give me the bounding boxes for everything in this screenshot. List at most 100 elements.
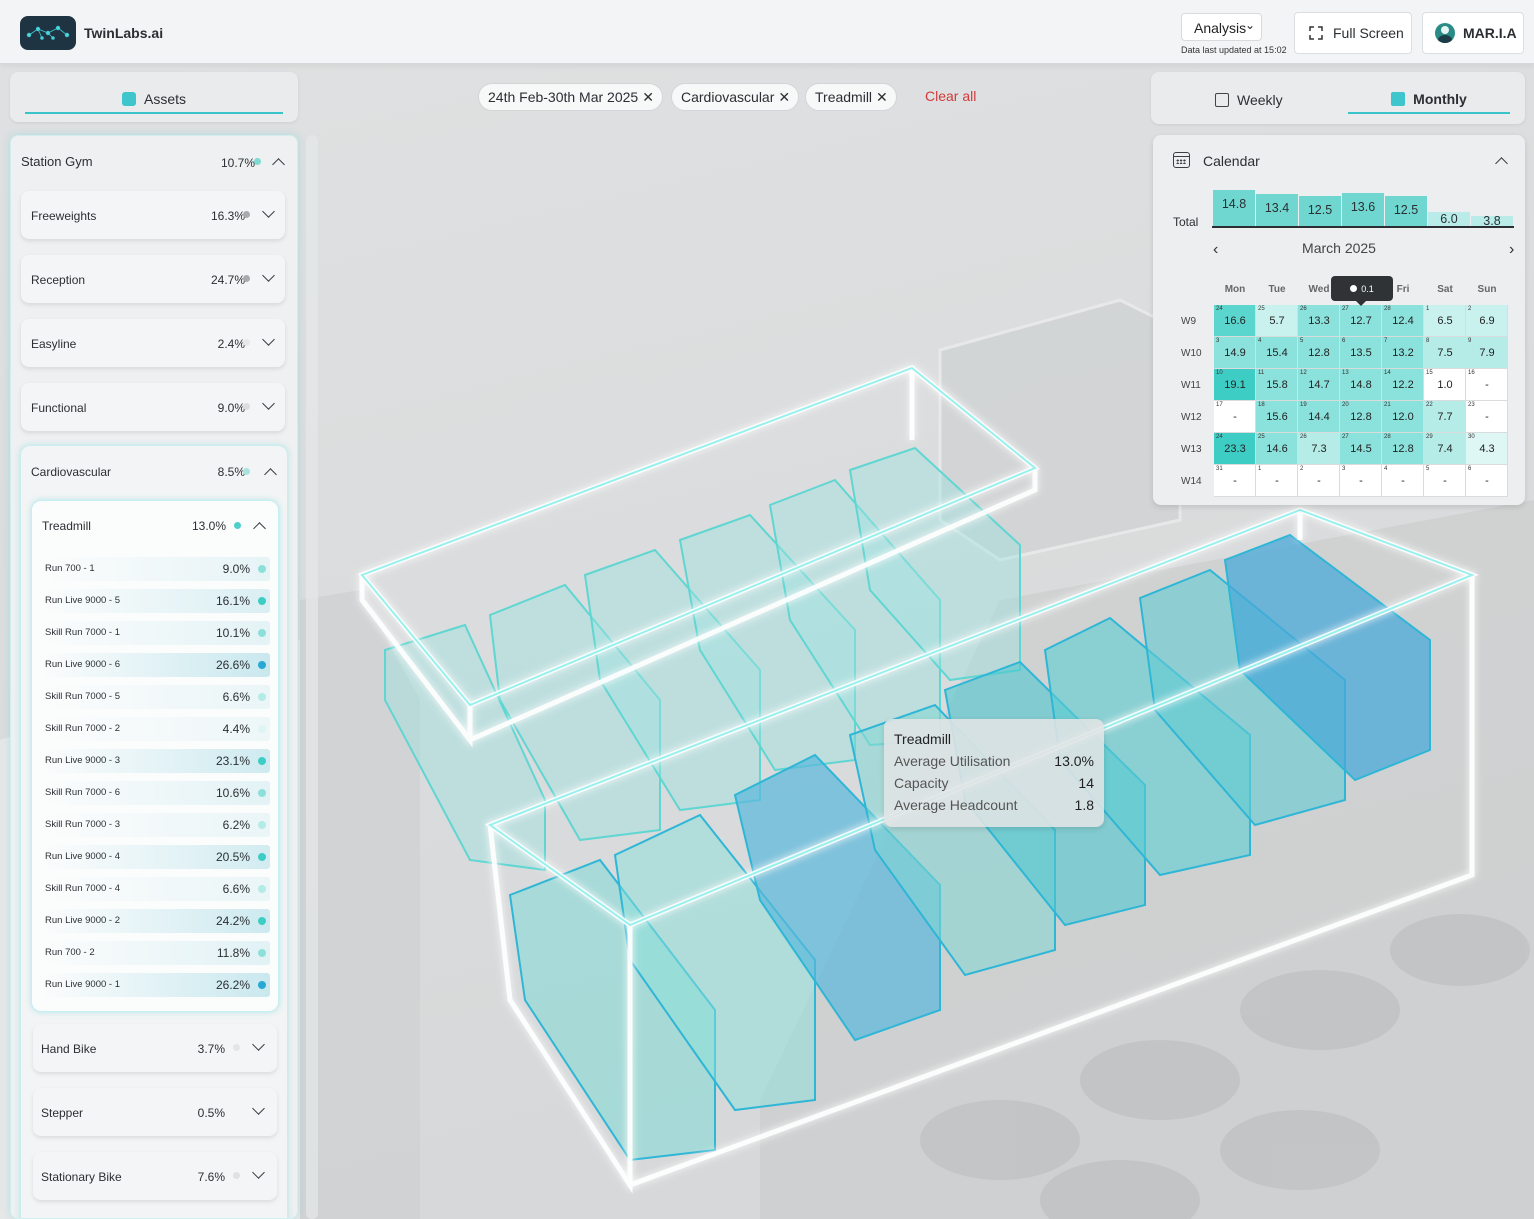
treadmill-item[interactable]: Skill Run 7000 - 3 6.2% — [40, 813, 270, 837]
treadmill-item[interactable]: Run Live 9000 - 5 16.1% — [40, 589, 270, 613]
calendar-day-cell[interactable]: 26 7.3 — [1298, 433, 1340, 465]
user-button[interactable]: MAR.I.A — [1422, 12, 1524, 54]
calendar-day-cell[interactable]: 25 5.7 — [1256, 305, 1298, 337]
chevron-up-icon[interactable] — [1495, 157, 1508, 170]
calendar-day-cell[interactable]: 18 15.6 — [1256, 401, 1298, 433]
calendar-day-cell[interactable]: 13 14.8 — [1340, 369, 1382, 401]
calendar-day-cell[interactable]: 22 7.7 — [1424, 401, 1466, 433]
calendar-day-cell[interactable]: 5- — [1424, 465, 1466, 497]
chevron-up-icon[interactable] — [264, 468, 277, 481]
treadmill-item[interactable]: Skill Run 7000 - 1 10.1% — [40, 621, 270, 645]
calendar-day-cell[interactable]: 9 7.9 — [1466, 337, 1508, 369]
chevron-right-icon[interactable]: › — [1509, 241, 1515, 258]
calendar-day-cell[interactable]: 6- — [1466, 465, 1508, 497]
treadmill-item[interactable]: Skill Run 7000 - 5 6.6% — [40, 685, 270, 709]
calendar-day-cell[interactable]: 11 15.8 — [1256, 369, 1298, 401]
treadmill-item[interactable]: Run Live 9000 - 2 24.2% — [40, 909, 270, 933]
treadmill-item[interactable]: Run Live 9000 - 4 20.5% — [40, 845, 270, 869]
total-bar[interactable]: 3.8 — [1471, 215, 1513, 227]
calendar-day-cell[interactable]: 24 16.6 — [1214, 305, 1256, 337]
calendar-day-cell[interactable]: 7 13.2 — [1382, 337, 1424, 369]
group-reception[interactable]: Reception 24.7% — [21, 255, 285, 303]
calendar-day-cell[interactable]: 5 12.8 — [1298, 337, 1340, 369]
chevron-down-icon[interactable] — [262, 397, 275, 410]
group-freeweights[interactable]: Freeweights 16.3% — [21, 191, 285, 239]
treadmill-item[interactable]: Run Live 9000 - 1 26.2% — [40, 973, 270, 997]
calendar-day-cell[interactable]: 29 7.4 — [1424, 433, 1466, 465]
analysis-dropdown[interactable]: Analysis ⌄ — [1181, 13, 1262, 41]
calendar-day-cell[interactable]: 28 12.8 — [1382, 433, 1424, 465]
chevron-down-icon[interactable] — [262, 205, 275, 218]
filter-chip-date[interactable]: 24th Feb-30th Mar 2025 ✕ — [478, 83, 663, 111]
scrollbar[interactable] — [306, 135, 318, 1219]
total-bar[interactable]: 14.8 — [1213, 190, 1255, 226]
subgroup-stationary-bike[interactable]: Stationary Bike 7.6% — [33, 1152, 277, 1200]
calendar-day-cell[interactable]: 2- — [1298, 465, 1340, 497]
calendar-day-cell[interactable]: 8 7.5 — [1424, 337, 1466, 369]
chevron-left-icon[interactable]: ‹ — [1213, 241, 1219, 258]
treadmill-header[interactable]: Treadmill 13.0% — [32, 501, 280, 545]
subgroup-stepper[interactable]: Stepper 0.5% — [33, 1088, 277, 1136]
calendar-day-cell[interactable]: 24 23.3 — [1214, 433, 1256, 465]
calendar-day-cell[interactable]: 1 6.5 — [1424, 305, 1466, 337]
close-icon[interactable]: ✕ — [876, 88, 888, 105]
total-bar[interactable]: 12.5 — [1385, 196, 1427, 226]
calendar-day-cell[interactable]: 26 13.3 — [1298, 305, 1340, 337]
calendar-day-cell[interactable]: 4 15.4 — [1256, 337, 1298, 369]
treadmill-item[interactable]: Run 700 - 1 9.0% — [40, 557, 270, 581]
chevron-up-icon[interactable] — [272, 158, 285, 171]
total-bar[interactable]: 13.4 — [1256, 194, 1298, 226]
calendar-day-cell[interactable]: 10 19.1 — [1214, 369, 1256, 401]
calendar-day-cell[interactable]: 23 - — [1466, 401, 1508, 433]
cardio-header[interactable]: Cardiovascular 8.5% — [21, 446, 289, 494]
calendar-day-cell[interactable]: 15 1.0 — [1424, 369, 1466, 401]
chevron-down-icon[interactable] — [252, 1038, 265, 1051]
treadmill-item[interactable]: Skill Run 7000 - 6 10.6% — [40, 781, 270, 805]
subgroup-hand-bike[interactable]: Hand Bike 3.7% — [33, 1024, 277, 1072]
filter-chip-cardiovascular[interactable]: Cardiovascular ✕ — [671, 83, 800, 111]
close-icon[interactable]: ✕ — [778, 88, 791, 105]
total-bar[interactable]: 12.5 — [1299, 196, 1341, 226]
treadmill-item[interactable]: Run Live 9000 - 6 26.6% — [40, 653, 270, 677]
chevron-down-icon[interactable] — [262, 333, 275, 346]
station-row[interactable]: Station Gym 10.7% — [11, 136, 297, 186]
group-functional[interactable]: Functional 9.0% — [21, 383, 285, 431]
treadmill-item[interactable]: Run Live 9000 - 3 23.1% — [40, 749, 270, 773]
full-screen-button[interactable]: Full Screen — [1294, 12, 1412, 54]
calendar-day-cell[interactable]: 4- — [1382, 465, 1424, 497]
chevron-down-icon[interactable] — [252, 1102, 265, 1115]
chevron-up-icon[interactable] — [253, 522, 266, 535]
calendar-day-cell[interactable]: 1- — [1256, 465, 1298, 497]
filter-chip-treadmill[interactable]: Treadmill ✕ — [805, 83, 897, 111]
calendar-day-cell[interactable]: 21 12.0 — [1382, 401, 1424, 433]
calendar-day-cell[interactable]: 3 14.9 — [1214, 337, 1256, 369]
calendar-day-cell[interactable]: 27 12.7 — [1340, 305, 1382, 337]
calendar-day-cell[interactable]: 14 12.2 — [1382, 369, 1424, 401]
twinlabs-logo[interactable] — [20, 16, 76, 50]
calendar-day-cell[interactable]: 2 6.9 — [1466, 305, 1508, 337]
tab-assets[interactable]: Assets — [25, 86, 283, 114]
calendar-day-cell[interactable]: 19 14.4 — [1298, 401, 1340, 433]
clear-all-link[interactable]: Clear all — [925, 88, 977, 104]
chevron-down-icon[interactable] — [262, 269, 275, 282]
tab-monthly[interactable]: Monthly — [1348, 86, 1510, 114]
calendar-day-cell[interactable]: 6 13.5 — [1340, 337, 1382, 369]
total-bar[interactable]: 13.6 — [1342, 193, 1384, 226]
calendar-day-cell[interactable]: 20 12.8 — [1340, 401, 1382, 433]
calendar-day-cell[interactable]: 17 - — [1214, 401, 1256, 433]
total-bar[interactable]: 6.0 — [1428, 212, 1470, 226]
calendar-day-cell[interactable]: 25 14.6 — [1256, 433, 1298, 465]
tab-weekly[interactable]: Weekly — [1215, 86, 1283, 114]
calendar-day-cell[interactable]: 12 14.7 — [1298, 369, 1340, 401]
calendar-day-cell[interactable]: 30 4.3 — [1466, 433, 1508, 465]
chevron-down-icon[interactable] — [252, 1166, 265, 1179]
treadmill-item[interactable]: Skill Run 7000 - 4 6.6% — [40, 877, 270, 901]
treadmill-item[interactable]: Run 700 - 2 11.8% — [40, 941, 270, 965]
calendar-day-cell[interactable]: 28 12.4 — [1382, 305, 1424, 337]
calendar-day-cell[interactable]: 3- — [1340, 465, 1382, 497]
treadmill-item[interactable]: Skill Run 7000 - 2 4.4% — [40, 717, 270, 741]
calendar-day-cell[interactable]: 27 14.5 — [1340, 433, 1382, 465]
group-easyline[interactable]: Easyline 2.4% — [21, 319, 285, 367]
calendar-day-cell[interactable]: 31 - — [1214, 465, 1256, 497]
close-icon[interactable]: ✕ — [642, 88, 654, 105]
